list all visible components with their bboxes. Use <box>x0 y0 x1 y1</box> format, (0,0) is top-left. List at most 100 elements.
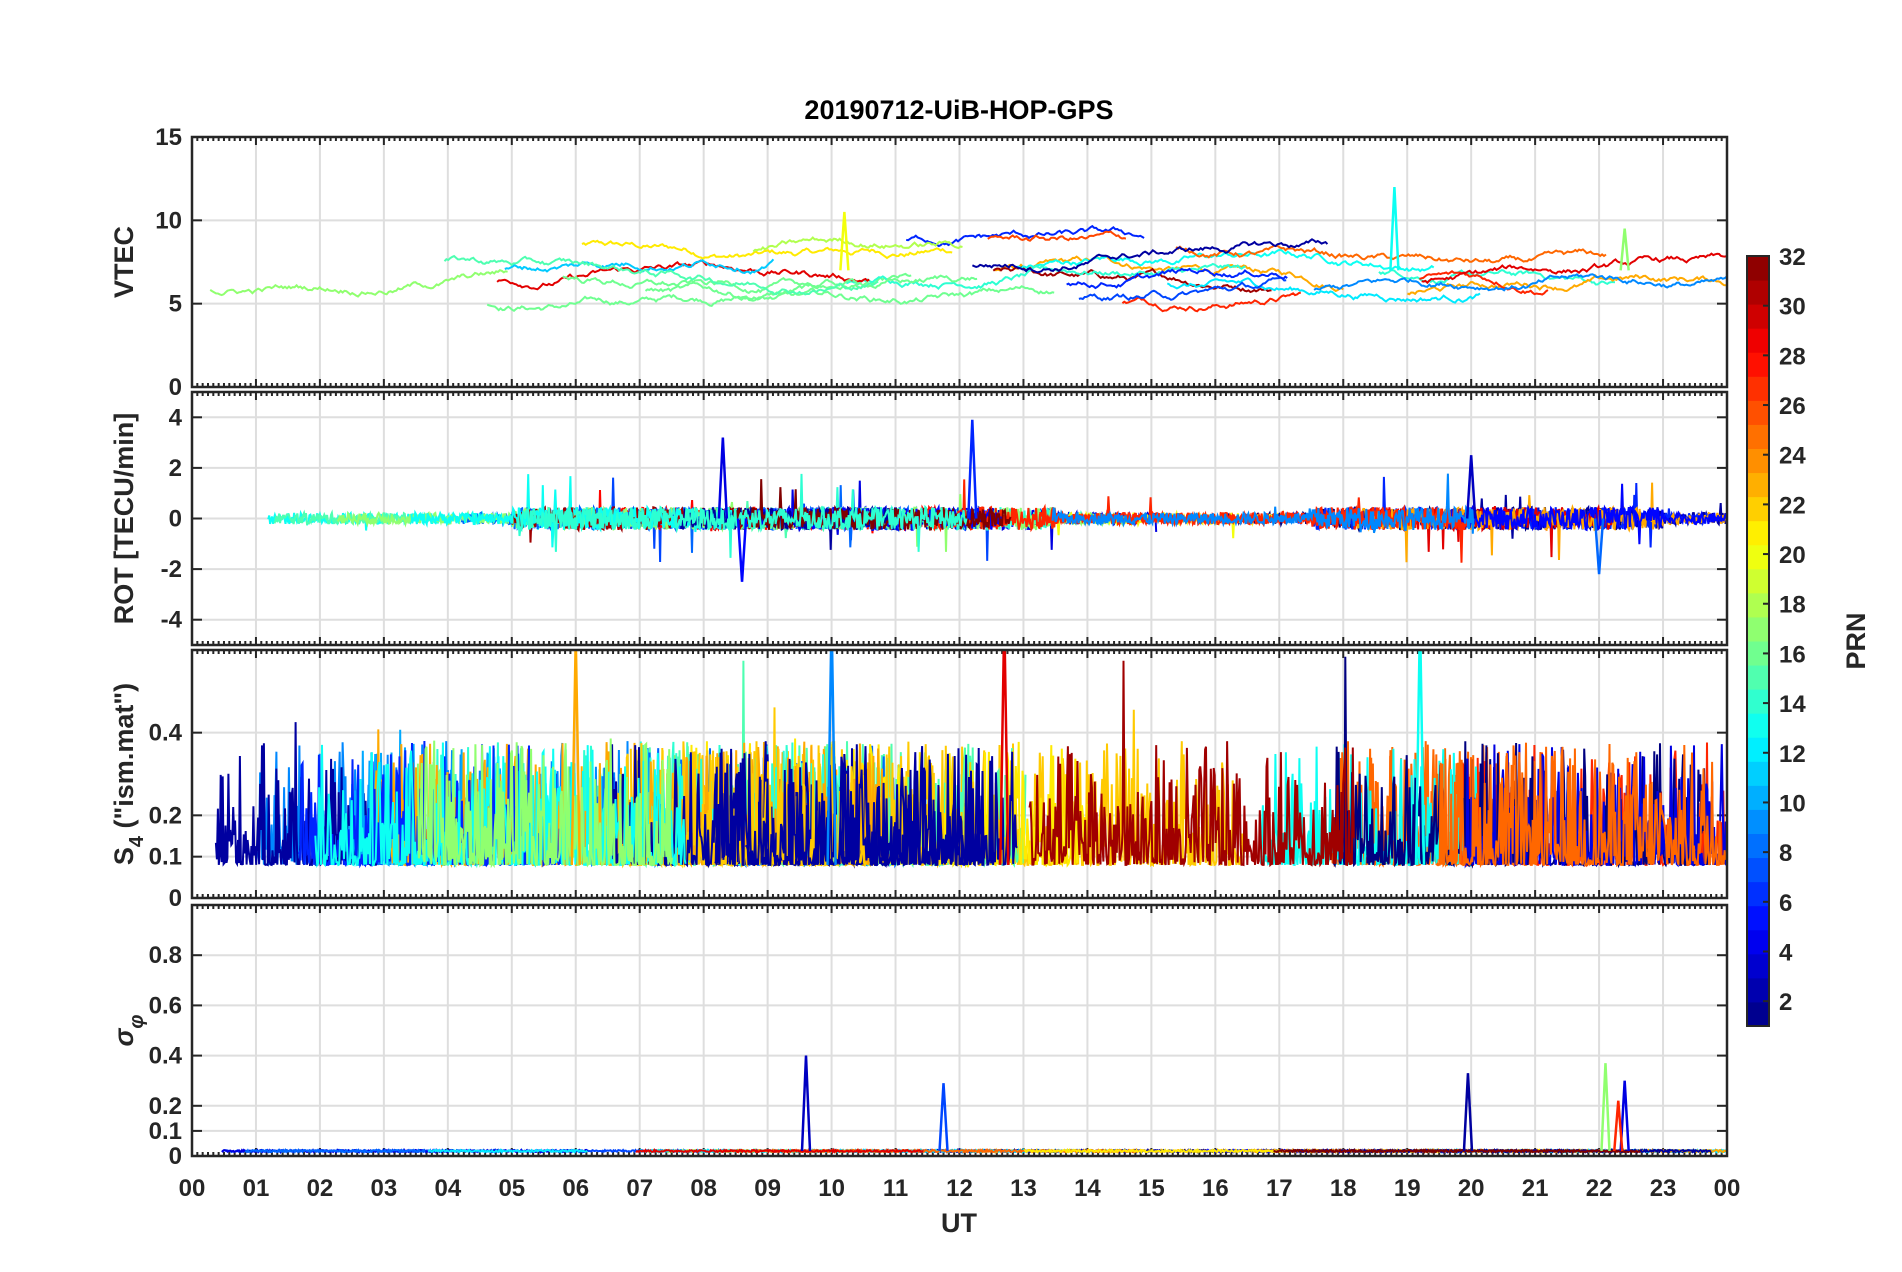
colorbar-tick-label: 12 <box>1779 741 1806 768</box>
panel-sigma_phi: 00.10.2 0.4 0.6 0.8 <box>149 903 1729 1170</box>
y-tick-label: 0.2 <box>149 1093 182 1120</box>
x-tick-label: 10 <box>818 1175 845 1202</box>
event-spike-prn-17 <box>1619 228 1630 271</box>
x-tick-label: 03 <box>371 1175 398 1202</box>
trace-prn-29 <box>1421 252 1727 285</box>
trace-prn-14 <box>1378 269 1616 286</box>
colorbar-segment <box>1747 400 1769 425</box>
colorbar-segment <box>1747 953 1769 979</box>
panel-frame <box>190 135 1729 389</box>
x-tick-label: 08 <box>690 1175 717 1202</box>
trace-prn-11 <box>504 258 775 275</box>
panel-vtec: 0 5 10 15 VTEC <box>109 124 1729 401</box>
colorbar-tick-label: 24 <box>1779 443 1806 470</box>
colorbar-segment <box>1747 448 1769 474</box>
event-spike-prn-23 <box>570 650 581 865</box>
x-tick-label: 20 <box>1458 1175 1485 1202</box>
y-tick-label: 0 <box>169 374 182 401</box>
colorbar-tick-label: 30 <box>1779 294 1806 321</box>
colorbar-segment <box>1747 785 1769 810</box>
colorbar-segment <box>1747 544 1769 570</box>
x-tick-label: 04 <box>434 1175 461 1202</box>
colorbar-segment <box>1747 280 1769 305</box>
colorbar-tick-label: 22 <box>1779 492 1806 519</box>
colorbar-label: PRN <box>1841 612 1871 669</box>
event-spike-prn-7 <box>938 1083 949 1152</box>
colorbar-tick-label: 14 <box>1779 691 1806 718</box>
trace-prn-17 <box>209 269 508 298</box>
trace-prn-9 <box>1313 273 1727 292</box>
trace-prn-16 <box>644 281 1055 305</box>
x-tick-label: 06 <box>562 1175 589 1202</box>
colorbar-segment <box>1747 616 1769 642</box>
x-tick-label: 05 <box>498 1175 525 1202</box>
trace-prn-23 <box>994 254 1344 293</box>
colorbar-segment <box>1747 352 1769 377</box>
sigma-phi-axis-label: σφ <box>109 1015 148 1047</box>
y-axis-label-rot: ROT [TECU/min] <box>109 413 139 624</box>
colorbar-segment <box>1747 496 1769 522</box>
x-tick-label: 01 <box>243 1175 270 1202</box>
event-spike-prn-3 <box>1465 455 1477 519</box>
trace-prn-21 <box>581 239 953 260</box>
colorbar-segment <box>1747 1001 1769 1027</box>
colorbar-tick-label: 10 <box>1779 790 1806 817</box>
event-spike-prn-3 <box>800 1055 812 1152</box>
panel-s4: 0 0.1 0.2 0.4 <box>149 648 1729 912</box>
trace-prn-6 <box>906 224 1145 248</box>
y-tick-label: 2 <box>169 455 182 482</box>
colorbar-segment <box>1747 833 1769 859</box>
event-spike-prn-9 <box>826 650 837 865</box>
y-tick-label: 15 <box>155 124 182 151</box>
trace-prn-13 <box>410 485 747 548</box>
colorbar-segment <box>1747 520 1769 546</box>
traces-vtec <box>209 186 1727 313</box>
trace-prn-21 <box>1023 1147 1285 1155</box>
x-tick-label: 19 <box>1394 1175 1421 1202</box>
colorbar-segment <box>1747 641 1769 666</box>
event-spike-prn-27 <box>1613 1100 1624 1152</box>
trace-prn-2 <box>611 744 986 869</box>
trace-prn-6 <box>1066 267 1288 290</box>
colorbar-tick-label: 16 <box>1779 641 1806 668</box>
x-tick-label: 12 <box>946 1175 973 1202</box>
colorbar-segment <box>1747 713 1769 738</box>
trace-prn-12 <box>427 1148 588 1154</box>
x-tick-label: 02 <box>307 1175 334 1202</box>
y-tick-label: 0.1 <box>149 844 182 871</box>
y-tick-label: 0.8 <box>149 942 182 969</box>
y-tick-label: 0.6 <box>149 992 182 1019</box>
traces-s4 <box>214 650 1727 869</box>
x-tick-label: 15 <box>1138 1175 1165 1202</box>
panel-frame <box>190 903 1729 1158</box>
colorbar-segment <box>1747 256 1769 281</box>
colorbar-segment <box>1747 689 1769 714</box>
y-tick-label: 0.4 <box>149 1043 183 1070</box>
x-tick-label: 11 <box>883 1175 908 1202</box>
y-axis-label-vtec: VTEC <box>109 226 139 298</box>
colorbar-segment <box>1747 929 1769 955</box>
panel-rot: -4 -2 0 2 4 ROT [TECU/min] <box>109 390 1729 647</box>
x-tick-label: 00 <box>179 1175 206 1202</box>
s4-axis-label: S4 ("ism.mat") <box>109 683 148 865</box>
y-tick-label: 0.2 <box>149 802 182 829</box>
x-tick-label: 21 <box>1522 1175 1549 1202</box>
colorbar-tick-label: 26 <box>1779 393 1806 420</box>
trace-prn-2 <box>971 238 1329 274</box>
trace-prn-15 <box>443 254 879 296</box>
x-axis-label: UT <box>941 1208 977 1238</box>
colorbar-segment <box>1747 977 1769 1003</box>
event-spike-prn-8 <box>1593 518 1605 575</box>
colorbar-segment <box>1747 737 1769 762</box>
x-tick-label: 22 <box>1586 1175 1613 1202</box>
y-tick-label: 0.1 <box>149 1118 182 1145</box>
y-tick-label: 0 <box>169 1143 182 1170</box>
event-spike-prn-6 <box>967 419 978 519</box>
y-tick-label: 10 <box>155 207 182 234</box>
trace-prn-8 <box>244 1148 426 1154</box>
x-tick-label: 14 <box>1074 1175 1101 1202</box>
y-tick-label: 0 <box>169 885 182 912</box>
trace-prn-18 <box>752 236 963 253</box>
